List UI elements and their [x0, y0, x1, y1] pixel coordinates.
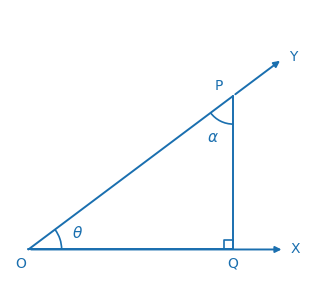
Text: Q: Q — [228, 257, 238, 271]
Text: α: α — [208, 130, 217, 145]
Text: X: X — [291, 243, 300, 256]
Text: O: O — [15, 257, 26, 271]
Text: Y: Y — [289, 49, 298, 64]
Text: P: P — [215, 79, 223, 93]
Text: θ: θ — [72, 226, 82, 241]
